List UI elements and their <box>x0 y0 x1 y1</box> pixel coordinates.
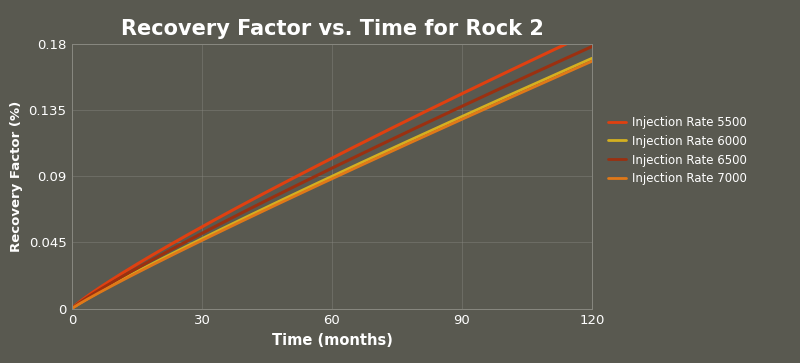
Y-axis label: Recovery Factor (%): Recovery Factor (%) <box>10 101 23 252</box>
Line: Injection Rate 6000: Injection Rate 6000 <box>72 58 592 309</box>
Injection Rate 6500 <box>349 156 358 160</box>
Injection Rate 6500 <box>314 172 324 177</box>
Injection Rate 6000 <box>314 180 324 184</box>
Injection Rate 7000 <box>318 181 327 185</box>
Injection Rate 5500 <box>574 36 584 40</box>
Injection Rate 5500 <box>377 131 386 135</box>
Injection Rate 6500 <box>377 142 386 146</box>
Injection Rate 5500 <box>314 163 324 167</box>
Injection Rate 7000 <box>587 59 597 64</box>
Injection Rate 6500 <box>67 306 77 311</box>
Injection Rate 6500 <box>318 171 327 175</box>
Injection Rate 5500 <box>349 145 358 150</box>
Injection Rate 5500 <box>318 161 327 166</box>
Legend: Injection Rate 5500, Injection Rate 6000, Injection Rate 6500, Injection Rate 70: Injection Rate 5500, Injection Rate 6000… <box>608 116 746 185</box>
Injection Rate 6000 <box>494 98 503 102</box>
Injection Rate 6500 <box>587 44 597 49</box>
Line: Injection Rate 7000: Injection Rate 7000 <box>72 61 592 309</box>
Injection Rate 7000 <box>67 306 77 311</box>
X-axis label: Time (months): Time (months) <box>271 333 393 348</box>
Injection Rate 7000 <box>349 167 358 171</box>
Injection Rate 7000 <box>377 154 386 158</box>
Injection Rate 6000 <box>377 151 386 155</box>
Line: Injection Rate 6500: Injection Rate 6500 <box>72 46 592 309</box>
Injection Rate 5500 <box>587 30 597 34</box>
Title: Recovery Factor vs. Time for Rock 2: Recovery Factor vs. Time for Rock 2 <box>121 19 543 39</box>
Injection Rate 7000 <box>314 183 324 187</box>
Injection Rate 6000 <box>574 62 584 66</box>
Injection Rate 5500 <box>494 74 503 78</box>
Line: Injection Rate 5500: Injection Rate 5500 <box>72 32 592 309</box>
Injection Rate 6000 <box>318 179 327 183</box>
Injection Rate 7000 <box>574 65 584 69</box>
Injection Rate 6500 <box>494 87 503 91</box>
Injection Rate 7000 <box>494 101 503 105</box>
Injection Rate 6000 <box>587 56 597 61</box>
Injection Rate 5500 <box>67 306 77 311</box>
Injection Rate 6000 <box>67 306 77 311</box>
Injection Rate 6000 <box>349 164 358 168</box>
Injection Rate 6500 <box>574 50 584 54</box>
